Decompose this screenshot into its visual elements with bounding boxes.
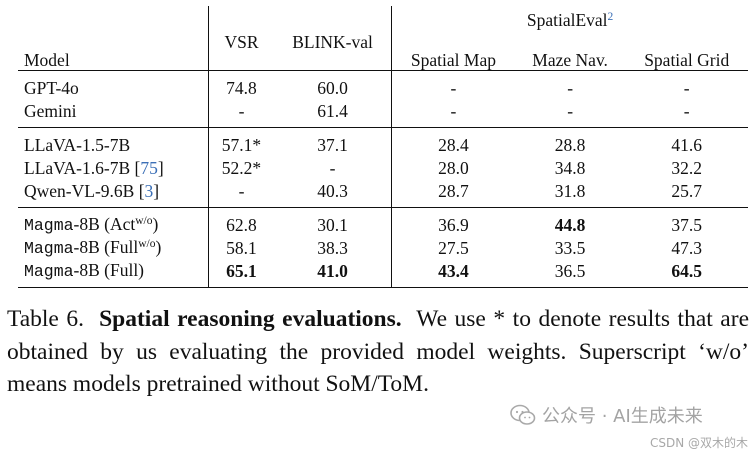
cell-spatial-map: -	[450, 77, 457, 98]
cell-spatial-grid: 25.7	[625, 180, 748, 208]
cell-blink: -	[273, 157, 393, 180]
cell-vsr: 58.1	[226, 237, 257, 258]
cell-spatial-map: -	[391, 100, 515, 128]
cell-spatial-grid: 47.3	[671, 237, 703, 258]
table-row: Magma-8B (Full) 65.1 41.0 43.4 36.5 64.5	[18, 260, 748, 288]
table-caption: Table 6. Spatial reasoning evaluations. …	[7, 303, 749, 401]
cell-maze-nav: 28.8	[554, 134, 586, 155]
table-row: Qwen-VL-9.6B [3] - 40.3 28.7 31.8 25.7	[18, 180, 748, 208]
caption-label: Table 6.	[7, 306, 85, 332]
header-spacer-model	[18, 6, 209, 30]
cell-blink: 37.1	[273, 127, 393, 157]
row-model-cell: Magma-8B (Full)	[18, 260, 209, 288]
row-model: Magma	[24, 262, 74, 282]
table-row: Magma-8B (Actw/o) 62.8 30.1 36.9 44.8 37…	[18, 207, 748, 238]
caption-body: We use * to denote results that are obta…	[7, 306, 749, 397]
row-model-sup: w/o	[135, 215, 153, 228]
citation-link[interactable]: 75	[140, 157, 158, 178]
cell-spatial-grid: 37.5	[671, 214, 703, 235]
best-value: 65.1	[226, 260, 257, 281]
cell-blink: 41.0	[273, 260, 393, 288]
row-model-close: )	[152, 214, 159, 235]
cell-maze-nav: 36.5	[514, 260, 626, 288]
header-spatialeval-cite[interactable]: 2	[607, 10, 614, 23]
cell-blink: 40.3	[273, 180, 393, 208]
results-table-container: SpatialEval2 Model VSR BLINK-val Spatial…	[18, 6, 748, 288]
cell-maze-nav: 33.5	[554, 237, 586, 258]
cell-vsr: 65.1	[208, 260, 274, 288]
header-spatial-map: Spatial Map	[391, 30, 515, 71]
cell-vsr: -	[208, 100, 274, 128]
best-value: 64.5	[671, 260, 703, 281]
header-maze-nav: Maze Nav.	[514, 30, 626, 71]
cell-maze-nav: -	[567, 77, 574, 98]
table-row: Magma-8B (Fullw/o) 58.1 38.3 27.5 33.5 4…	[18, 237, 748, 260]
cell-spatial-map: 27.5	[438, 237, 469, 258]
row-model: Qwen-VL-9.6B	[24, 180, 135, 201]
watermark-text: 公众号 · AI生成未来	[542, 406, 703, 427]
best-value: 41.0	[317, 260, 348, 281]
cell-blink: 38.3	[273, 237, 393, 260]
header-spacer-vsr	[209, 6, 274, 30]
row-model-suffix: -8B (Full	[73, 237, 139, 258]
caption-title: Spatial reasoning evaluations.	[99, 306, 402, 332]
cell-blink: 30.1	[273, 207, 393, 237]
row-model: LLaVA-1.6-7B	[24, 157, 131, 178]
cell-maze-nav: -	[514, 100, 626, 128]
row-model: LLaVA-1.5-7B	[18, 127, 209, 157]
table-row: LLaVA-1.6-7B [75] 52.2* - 28.0 34.8 32.2	[18, 157, 748, 180]
cell-vsr: 57.1*	[221, 134, 262, 155]
cell-spatial-grid: 41.6	[671, 134, 703, 155]
wechat-icon	[510, 404, 536, 425]
citation-link[interactable]: 3	[144, 180, 154, 201]
cell-vsr: 74.8	[226, 77, 257, 98]
header-spatial-grid: Spatial Grid	[625, 30, 748, 71]
cell-spatial-grid: -	[625, 100, 748, 128]
row-model-cell: Qwen-VL-9.6B [3]	[18, 180, 209, 208]
row-model-close: )	[155, 237, 162, 258]
cell-maze-nav: 34.8	[554, 157, 586, 178]
cell-maze-nav: 31.8	[514, 180, 626, 208]
row-model: Gemini	[18, 100, 209, 128]
cell-spatial-map: 28.0	[438, 157, 469, 178]
header-model: Model	[18, 30, 209, 71]
cell-spatial-map: 28.4	[438, 134, 469, 155]
best-value: 44.8	[554, 214, 586, 235]
cell-spatial-map: 28.7	[391, 180, 515, 208]
cell-spatial-map: 36.9	[438, 214, 469, 235]
table-row: Gemini - 61.4 - - -	[18, 100, 748, 128]
row-model-sup: w/o	[138, 238, 156, 251]
row-model-suffix: -8B (Full)	[73, 260, 145, 281]
watermark: 公众号 · AI生成未来	[510, 402, 703, 428]
row-model: Magma	[24, 239, 74, 259]
best-value: 43.4	[438, 260, 469, 281]
row-model-cell: Magma-8B (Actw/o)	[18, 207, 209, 237]
table-row: GPT-4o 74.8 60.0 - - -	[18, 70, 748, 100]
cell-maze-nav: 44.8	[515, 208, 626, 238]
cell-spatial-grid: 64.5	[625, 260, 748, 288]
cell-spatial-grid: -	[683, 77, 690, 98]
row-model-cell: LLaVA-1.6-7B [75]	[18, 157, 209, 180]
row-model: GPT-4o	[18, 70, 209, 100]
header-vsr: VSR	[208, 30, 274, 71]
cell-vsr: 62.8	[226, 214, 257, 235]
header-blink: BLINK-val	[273, 30, 393, 71]
csdn-watermark: CSDN @双木的木	[649, 436, 748, 450]
table-row: LLaVA-1.5-7B 57.1* 37.1 28.4 28.8 41.6	[18, 127, 748, 157]
header-spacer-blink	[273, 6, 393, 30]
header-spatialeval: SpatialEval2	[392, 6, 748, 30]
row-model-cell: Magma-8B (Fullw/o)	[18, 237, 209, 260]
row-model: Magma	[24, 216, 74, 236]
header-spatialeval-label: SpatialEval	[526, 9, 608, 30]
row-model-suffix: -8B (Act	[73, 214, 136, 235]
cell-spatial-map: 43.4	[391, 260, 515, 288]
cell-blink: 60.0	[273, 70, 393, 100]
spatial-reasoning-table: SpatialEval2 Model VSR BLINK-val Spatial…	[18, 6, 748, 288]
cell-vsr: -	[208, 180, 274, 208]
cell-blink: 61.4	[273, 100, 393, 128]
cell-vsr: 52.2*	[221, 157, 262, 178]
cell-spatial-grid: 32.2	[671, 157, 703, 178]
